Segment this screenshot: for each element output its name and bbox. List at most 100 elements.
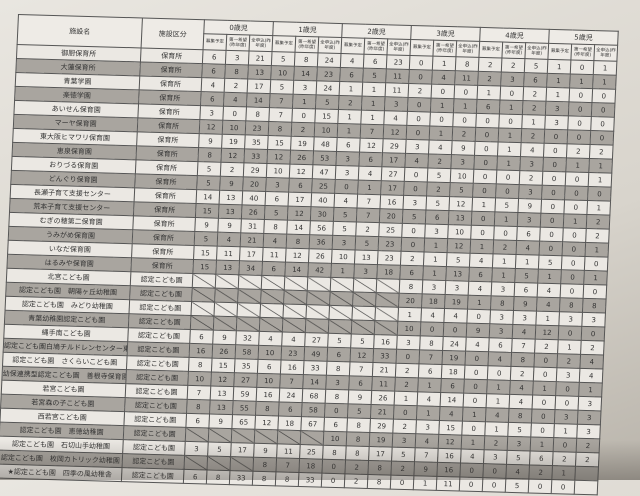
value-cell: 23 bbox=[245, 120, 269, 136]
value-cell: 24 bbox=[279, 387, 303, 403]
header-sub-column: 募集予定 bbox=[547, 43, 572, 60]
header-sub-column: 第一希望(昨年度) bbox=[501, 42, 526, 59]
value-cell: 2 bbox=[576, 438, 600, 453]
value-cell: 11 bbox=[216, 246, 241, 261]
value-cell: 12 bbox=[449, 196, 473, 212]
value-cell: 16 bbox=[436, 462, 461, 478]
value-cell: 7 bbox=[356, 208, 381, 223]
value-cell: 3 bbox=[424, 223, 449, 239]
value-cell: 0 bbox=[324, 403, 349, 418]
value-cell: 6 bbox=[529, 450, 554, 466]
value-cell: 8 bbox=[419, 335, 444, 351]
value-cell: 0 bbox=[563, 199, 588, 215]
value-cell: 6 bbox=[440, 378, 465, 394]
value-cell: 3 bbox=[293, 80, 317, 95]
value-cell: 1 bbox=[563, 213, 587, 229]
value-cell: 1 bbox=[497, 141, 522, 157]
value-cell: 0 bbox=[542, 157, 567, 172]
value-cell: 12 bbox=[266, 149, 291, 165]
value-cell: 11 bbox=[276, 443, 301, 459]
value-cell: 0 bbox=[396, 349, 420, 364]
value-cell: 8 bbox=[346, 417, 371, 433]
value-cell: 5 bbox=[264, 205, 289, 221]
value-cell: 4 bbox=[383, 110, 408, 126]
value-cell: 59 bbox=[233, 386, 257, 402]
not-applicable-cell bbox=[329, 291, 354, 306]
value-cell: 40 bbox=[242, 190, 266, 206]
value-cell: 4 bbox=[258, 331, 283, 346]
value-cell: 5 bbox=[446, 252, 471, 268]
value-cell: 0 bbox=[465, 351, 489, 366]
header-sub-column: 第一希望(昨年度) bbox=[364, 38, 388, 55]
value-cell: 21 bbox=[240, 232, 264, 248]
value-cell: 5 bbox=[332, 221, 357, 237]
header-sub-column: 募集予定 bbox=[203, 33, 227, 51]
header-sub-column: 募集予定 bbox=[478, 41, 503, 59]
value-cell: 13 bbox=[354, 250, 379, 265]
value-cell: 3 bbox=[507, 436, 531, 451]
value-cell: 0 bbox=[487, 365, 512, 381]
value-cell: 67 bbox=[300, 416, 325, 432]
value-cell: 49 bbox=[304, 346, 328, 362]
value-cell: 1 bbox=[423, 251, 448, 267]
value-cell: 9 bbox=[253, 443, 278, 458]
value-cell: 29 bbox=[243, 162, 267, 178]
value-cell: 4 bbox=[358, 166, 382, 181]
value-cell: 1 bbox=[588, 172, 612, 188]
value-cell: 0 bbox=[498, 113, 523, 129]
value-cell: 9 bbox=[451, 140, 476, 156]
value-cell: 8 bbox=[490, 295, 515, 311]
value-cell: 0 bbox=[408, 69, 433, 85]
value-cell: 1 bbox=[422, 265, 447, 281]
value-cell: 1 bbox=[498, 127, 522, 143]
value-cell: 1 bbox=[515, 254, 540, 270]
value-cell: 14 bbox=[293, 66, 318, 81]
value-cell: 2 bbox=[408, 83, 432, 99]
value-cell: 2 bbox=[224, 78, 248, 93]
value-cell: 16 bbox=[380, 194, 404, 210]
value-cell: 6 bbox=[323, 417, 348, 432]
value-cell: 20 bbox=[398, 293, 423, 308]
value-cell: 4 bbox=[439, 406, 464, 422]
value-cell: 3 bbox=[519, 156, 544, 172]
value-cell: 1 bbox=[361, 96, 386, 111]
value-cell: 2 bbox=[392, 419, 417, 434]
value-cell: 2 bbox=[344, 473, 368, 489]
header-sub-column: 第一希望(昨年度) bbox=[226, 34, 250, 51]
value-cell: 35 bbox=[234, 358, 259, 374]
value-cell: 10 bbox=[266, 163, 290, 179]
value-cell: 12 bbox=[210, 372, 235, 387]
value-cell: 27 bbox=[381, 166, 405, 182]
value-cell: 0 bbox=[567, 129, 591, 145]
value-cell: 15 bbox=[314, 108, 339, 124]
value-cell: 1 bbox=[585, 242, 609, 258]
value-cell: 0 bbox=[500, 86, 524, 101]
value-cell: 3 bbox=[489, 309, 514, 325]
value-cell: 9 bbox=[219, 176, 244, 191]
value-cell: 8 bbox=[224, 64, 249, 79]
value-cell: 0 bbox=[393, 405, 418, 420]
value-cell: 13 bbox=[219, 190, 243, 205]
value-cell: 3 bbox=[581, 312, 606, 328]
value-cell: 0 bbox=[321, 459, 346, 474]
value-cell: 3 bbox=[577, 410, 602, 425]
value-cell: 9 bbox=[198, 133, 223, 149]
value-cell: 1 bbox=[486, 379, 511, 395]
value-cell: 2 bbox=[427, 154, 452, 169]
value-cell: 4 bbox=[431, 70, 456, 85]
value-cell: 10 bbox=[222, 120, 246, 135]
value-cell: 0 bbox=[464, 365, 489, 380]
value-cell: 0 bbox=[420, 321, 444, 337]
value-cell: 8 bbox=[325, 389, 349, 404]
not-applicable-cell bbox=[261, 275, 285, 291]
value-cell: 12 bbox=[254, 415, 279, 430]
value-cell: 5 bbox=[347, 403, 372, 419]
value-cell: 0 bbox=[466, 309, 491, 324]
value-cell: 13 bbox=[218, 204, 243, 219]
value-cell: 1 bbox=[565, 157, 590, 173]
value-cell: 1 bbox=[484, 421, 509, 437]
value-cell: 19 bbox=[444, 294, 469, 310]
value-cell bbox=[574, 480, 598, 495]
value-cell: 5 bbox=[271, 51, 296, 67]
value-cell: 0 bbox=[551, 479, 575, 495]
